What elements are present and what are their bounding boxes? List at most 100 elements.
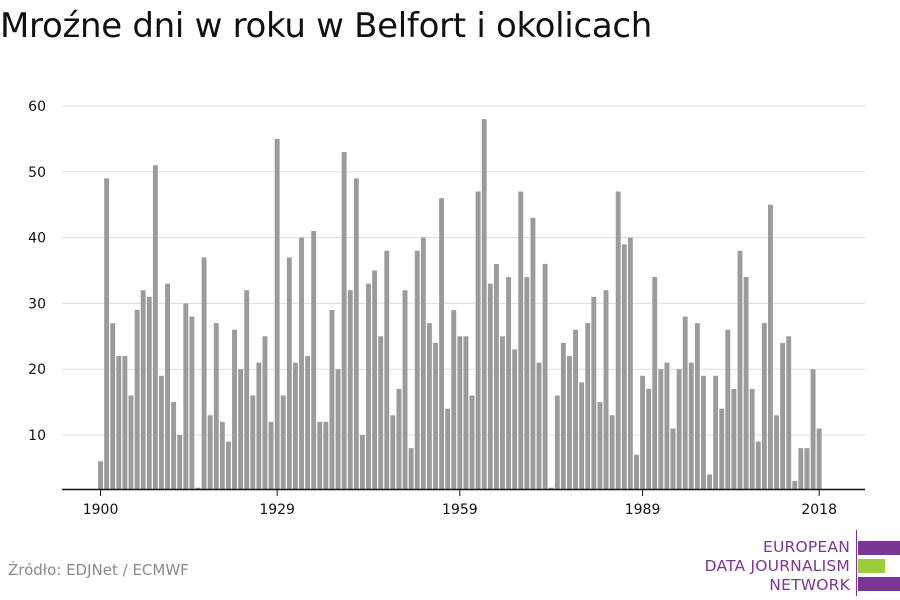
bar-1936 <box>317 421 323 489</box>
logo-line-data-journalism: DATA JOURNALISM <box>704 557 850 575</box>
bar-1928 <box>268 421 274 489</box>
bar-1987 <box>627 237 633 489</box>
logo-divider <box>856 530 857 596</box>
x-axis: 1900 1929 1959 1989 2018 <box>62 488 865 518</box>
bar-2011 <box>774 415 779 489</box>
bar-1959 <box>457 336 463 489</box>
bar-2018 <box>816 428 822 489</box>
bar-1924 <box>244 290 250 489</box>
bar-2001 <box>713 375 719 489</box>
bar-1962 <box>475 191 481 490</box>
bar-1974 <box>548 487 554 489</box>
x-tick-label: 1900 <box>83 502 119 518</box>
y-tick-label: 10 <box>28 428 46 444</box>
bar-1960 <box>463 336 469 489</box>
bar-1955 <box>433 342 438 489</box>
bar-1905 <box>128 395 134 489</box>
bar-2010 <box>768 204 773 489</box>
bar-1948 <box>390 415 396 489</box>
y-tick-label: 30 <box>28 296 46 312</box>
bar-1990 <box>646 388 652 489</box>
bar-1950 <box>402 290 408 489</box>
bar-1980 <box>585 323 591 489</box>
bar-1930 <box>280 395 286 489</box>
chart-title: Mroźne dni w roku w Belfort i okolicach <box>0 6 653 46</box>
bar-1969 <box>518 191 524 490</box>
bar-2000 <box>707 474 712 489</box>
bar-1918 <box>207 415 213 489</box>
bar-1992 <box>658 369 664 489</box>
bar-1932 <box>292 362 298 489</box>
bar-1902 <box>110 323 116 489</box>
bar-1994 <box>670 428 676 489</box>
bar-1909 <box>152 165 158 489</box>
bars <box>98 119 822 490</box>
bar-1989 <box>640 375 645 489</box>
bar-1978 <box>573 329 579 489</box>
bar-1986 <box>621 244 627 489</box>
logo-line-network: NETWORK <box>769 576 850 594</box>
bar-1919 <box>213 323 219 489</box>
y-tick-label: 50 <box>28 165 46 181</box>
bar-2009 <box>761 323 767 489</box>
bar-1922 <box>232 329 237 489</box>
bar-1941 <box>347 290 353 489</box>
bar-1991 <box>652 277 658 489</box>
bar-1952 <box>414 250 420 489</box>
bar-2013 <box>786 336 792 489</box>
source-note: Źródło: EDJNet / ECMWF <box>8 561 189 579</box>
y-tick-label: 40 <box>28 231 46 247</box>
bar-1973 <box>542 263 548 489</box>
bar-1981 <box>591 296 597 489</box>
bar-1972 <box>536 362 542 489</box>
bar-1944 <box>366 283 371 489</box>
logo-bar-purple-bottom <box>858 577 900 591</box>
bar-1900 <box>98 461 103 489</box>
bar-1993 <box>664 362 670 489</box>
bar-1958 <box>451 309 457 489</box>
y-tick-label: 60 <box>28 99 46 115</box>
bar-1934 <box>305 356 311 489</box>
bar-1929 <box>274 138 280 489</box>
bar-1983 <box>603 290 609 489</box>
bar-1995 <box>676 369 682 489</box>
bar-1965 <box>493 263 499 489</box>
bar-1915 <box>189 316 195 489</box>
bar-1999 <box>701 375 706 489</box>
x-tick-label: 1929 <box>259 502 295 518</box>
bar-1945 <box>372 270 378 489</box>
bar-1925 <box>250 395 256 489</box>
bar-1939 <box>335 369 341 489</box>
bar-1917 <box>201 257 207 489</box>
x-tick-label: 1959 <box>442 502 478 518</box>
bar-1942 <box>353 178 359 489</box>
x-tick-label: 1989 <box>625 502 661 518</box>
bar-2006 <box>743 277 749 489</box>
bar-1904 <box>122 356 128 489</box>
y-axis-tick-labels: 10 20 30 40 50 60 <box>28 99 46 444</box>
bar-1967 <box>506 277 512 489</box>
bar-1914 <box>183 303 189 489</box>
bar-1903 <box>116 356 122 489</box>
bar-2008 <box>755 441 761 489</box>
bar-1988 <box>634 454 639 489</box>
bar-2014 <box>792 481 798 489</box>
bar-1921 <box>225 441 231 489</box>
bar-1997 <box>688 362 694 489</box>
bar-1968 <box>512 349 518 489</box>
bar-1947 <box>384 250 390 489</box>
bar-1961 <box>469 395 475 489</box>
bar-1996 <box>682 316 688 489</box>
bar-2005 <box>737 250 743 489</box>
bar-1937 <box>323 421 329 489</box>
bar-1908 <box>146 296 152 489</box>
bar-1949 <box>396 388 402 489</box>
bar-1979 <box>579 382 585 489</box>
logo-bar-green <box>858 559 885 573</box>
bar-1927 <box>262 336 268 489</box>
bar-1953 <box>420 237 426 489</box>
bar-1954 <box>426 323 432 489</box>
bar-1957 <box>445 408 451 489</box>
bar-1985 <box>615 191 621 490</box>
